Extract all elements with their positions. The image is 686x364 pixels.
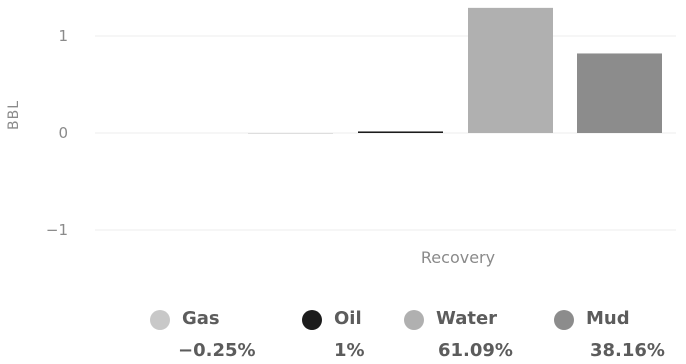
y-tick-label: 1 (58, 27, 68, 45)
legend-label: Gas (182, 308, 220, 329)
legend-marker-icon (554, 310, 574, 330)
legend-label: Mud (586, 308, 630, 329)
legend: Gas −0.25% Oil 1% Water 61.09% Mud 38.16% (0, 306, 686, 364)
legend-percent: 38.16% (590, 340, 665, 361)
legend-marker-icon (302, 310, 322, 330)
y-tick-label: 0 (58, 124, 68, 142)
y-axis-title: BBL (6, 100, 22, 130)
bar-chart: 1 0 −1 BBL Recovery (6, 7, 676, 267)
y-axis-ticks: 1 0 −1 (46, 27, 68, 239)
legend-marker-icon (150, 310, 170, 330)
bar-water[interactable] (468, 7, 553, 133)
x-axis-categories: Recovery (421, 248, 495, 267)
bar-oil[interactable] (358, 131, 443, 133)
legend-label: Oil (334, 308, 362, 329)
legend-marker-icon (404, 310, 424, 330)
bar-mud[interactable] (577, 53, 662, 133)
legend-label: Water (436, 308, 498, 329)
legend-percent: 61.09% (438, 340, 513, 361)
bars (248, 7, 662, 134)
bar-gas[interactable] (248, 133, 333, 134)
legend-percent: −0.25% (178, 340, 256, 361)
legend-percent: 1% (334, 340, 365, 361)
x-category-label: Recovery (421, 248, 495, 267)
y-tick-label: −1 (46, 221, 68, 239)
